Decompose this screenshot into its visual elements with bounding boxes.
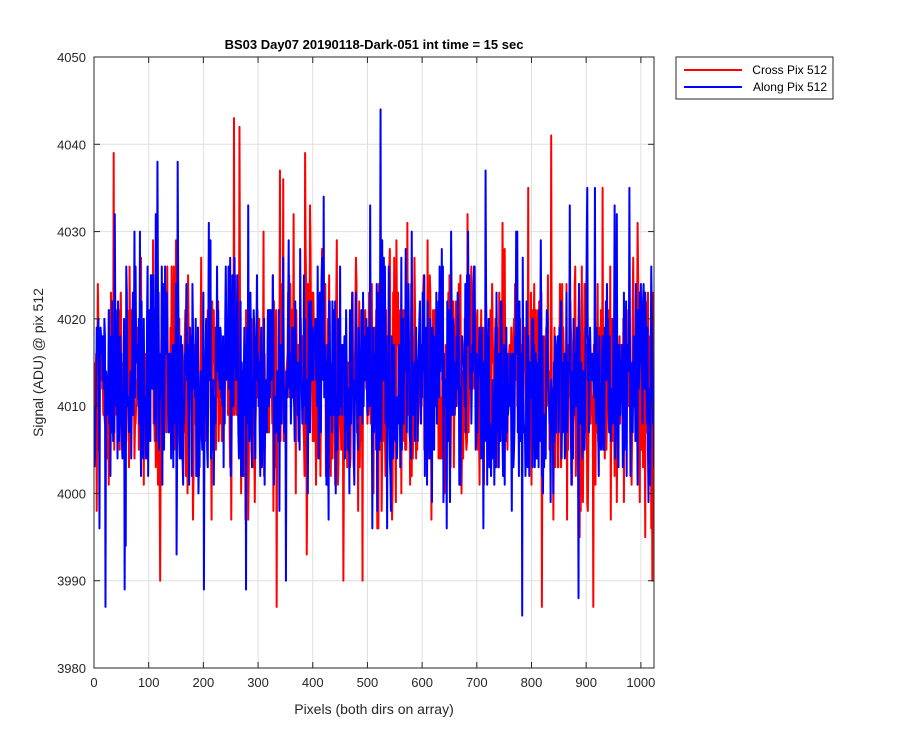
y-tick-labels: 3980 3990 4000 4010 4020 4030 4040 4050 <box>57 50 86 676</box>
x-tick-labels: 0 100 200 300 400 500 600 700 800 900 1000 <box>90 675 655 690</box>
x-tick-label: 600 <box>411 675 433 690</box>
y-axis-label: Signal (ADU) @ pix 512 <box>30 288 46 437</box>
x-tick-label: 100 <box>138 675 160 690</box>
y-tick-label: 3980 <box>57 661 86 676</box>
tick-marks <box>93 56 654 669</box>
x-tick-label: 700 <box>466 675 488 690</box>
x-axis-label: Pixels (both dirs on array) <box>294 701 454 717</box>
x-tick-label: 500 <box>357 675 379 690</box>
x-tick-label: 400 <box>302 675 324 690</box>
y-tick-label: 4030 <box>57 225 86 240</box>
y-tick-label: 3990 <box>57 574 86 589</box>
y-tick-label: 4020 <box>57 312 86 327</box>
y-tick-label: 4000 <box>57 486 86 501</box>
x-tick-label: 0 <box>90 675 97 690</box>
x-tick-label: 900 <box>575 675 597 690</box>
legend-box <box>675 56 834 100</box>
x-tick-label: 200 <box>193 675 215 690</box>
legend: Cross Pix 512 Along Pix 512 <box>675 56 834 100</box>
series-line-along <box>94 108 654 617</box>
legend-label-cross: Cross Pix 512 <box>752 63 827 77</box>
plot-frame <box>93 56 655 669</box>
x-tick-label: 800 <box>521 675 543 690</box>
y-tick-label: 4050 <box>57 50 86 65</box>
y-tick-label: 4010 <box>57 399 86 414</box>
x-tick-label: 1000 <box>626 675 655 690</box>
y-tick-label: 4040 <box>57 137 86 152</box>
x-tick-label: 300 <box>247 675 269 690</box>
legend-label-along: Along Pix 512 <box>753 80 827 94</box>
series-layer <box>94 108 654 617</box>
chart-title: BS03 Day07 20190118-Dark-051 int time = … <box>225 37 524 52</box>
